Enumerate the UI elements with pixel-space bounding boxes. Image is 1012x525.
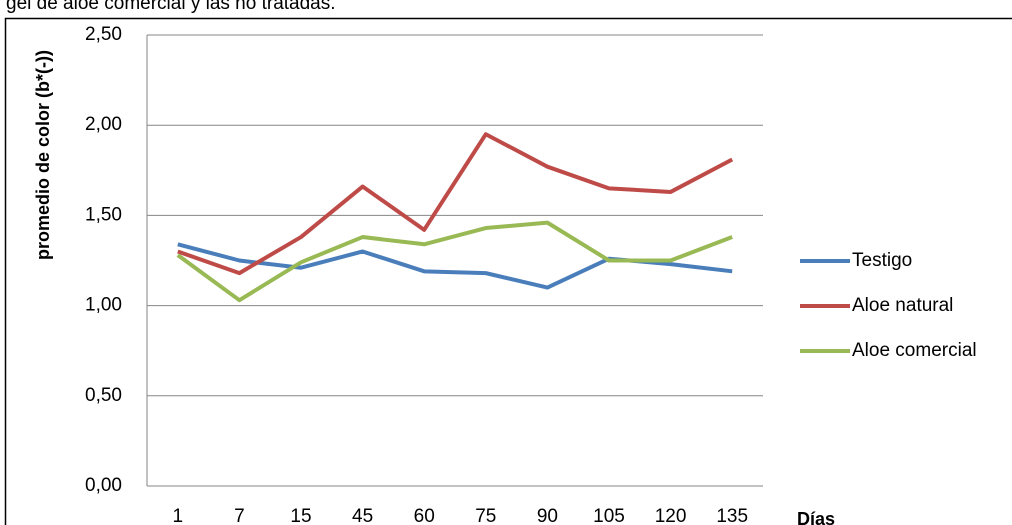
- y-axis-label: promedio de color (b*(-)): [33, 50, 53, 260]
- chart-border: [4, 17, 1012, 525]
- series-line: [177, 132, 734, 276]
- legend-label: Aloe comercial: [852, 340, 977, 361]
- x-tick-label: 15: [290, 506, 311, 525]
- y-tick-label: 2,00: [85, 114, 122, 135]
- x-tick-label: 1: [173, 506, 184, 525]
- x-tick-label: 105: [593, 506, 625, 525]
- x-tick-label: 135: [716, 506, 748, 525]
- y-tick-label: 1,00: [85, 295, 122, 316]
- legend-label: Aloe natural: [852, 295, 953, 316]
- legend-label: Testigo: [852, 250, 912, 271]
- x-tick-label: 120: [655, 506, 687, 525]
- x-tick-label: 45: [352, 506, 373, 525]
- x-tick-label: 75: [475, 506, 496, 525]
- y-tick-label: 0,50: [85, 385, 122, 406]
- y-tick-label: 1,50: [85, 204, 122, 225]
- y-tick-label: 2,50: [85, 24, 122, 45]
- x-tick-label: 60: [414, 506, 435, 525]
- y-tick-label: 0,00: [85, 475, 122, 496]
- series-line: [177, 242, 733, 290]
- caption: gel de aloe comercial y las no tratadas.: [6, 0, 336, 14]
- series-line: [176, 220, 733, 303]
- x-axis-label: Días: [797, 509, 835, 525]
- x-tick-label: 90: [537, 506, 558, 525]
- x-tick-label: 7: [234, 506, 245, 525]
